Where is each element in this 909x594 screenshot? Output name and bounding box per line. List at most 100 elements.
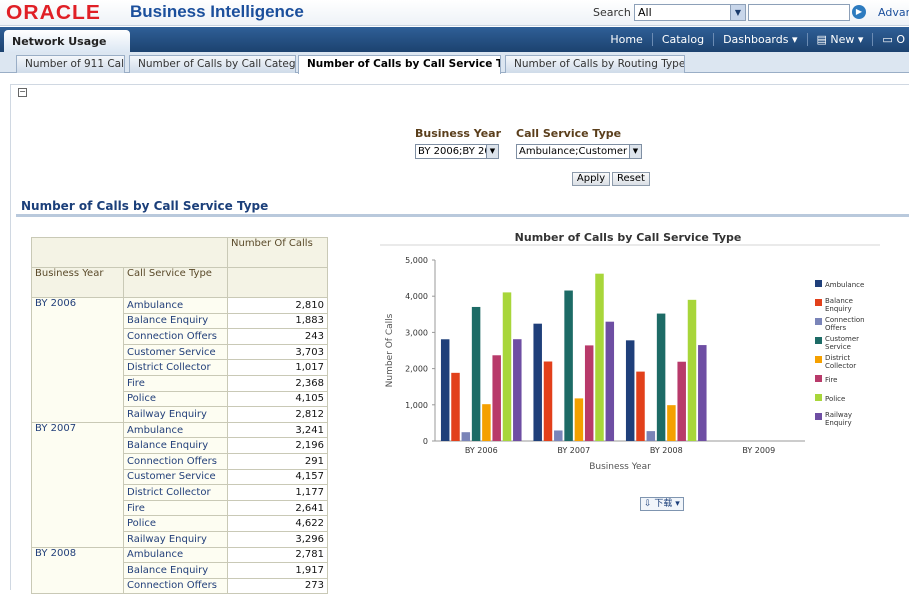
- global-nav-bar: [0, 27, 909, 52]
- download-button[interactable]: ⇩ 下载 ▾: [640, 497, 684, 511]
- legend-label: Enquiry: [825, 419, 852, 427]
- cell-call-count: 1,177: [227, 484, 328, 501]
- x-tick-label: BY 2006: [465, 446, 498, 455]
- apply-button[interactable]: Apply: [572, 172, 610, 186]
- legend-swatch: [815, 413, 822, 420]
- bar: [554, 430, 563, 441]
- bar: [471, 306, 481, 441]
- table-row: Balance Enquiry 1,917: [32, 562, 328, 579]
- dashboard-content: [10, 84, 909, 590]
- bar: [646, 431, 656, 441]
- legend-swatch: [815, 394, 822, 401]
- y-tick-label: 1,000: [405, 401, 428, 410]
- tab-911-calls[interactable]: Number of 911 Calls: [16, 55, 125, 73]
- legend-swatch: [815, 356, 822, 363]
- tab-calls-by-category[interactable]: Number of Calls by Call Category: [129, 55, 296, 73]
- cell-call-count: 1,917: [227, 562, 328, 579]
- pivot-table: Number Of Calls Business Year Call Service…: [31, 237, 328, 594]
- search-go-icon[interactable]: ▶: [852, 5, 866, 19]
- table-row: Police 4,105: [32, 390, 328, 408]
- reset-button[interactable]: Reset: [612, 172, 650, 186]
- section-title: Number of Calls by Call Service Type: [21, 199, 269, 213]
- cell-service-type: Customer Service: [123, 343, 228, 361]
- tab-calls-by-service-type[interactable]: Number of Calls by Call Service Type: [298, 55, 501, 74]
- table-row: Customer Service 3,703: [32, 343, 328, 361]
- legend-label: Service: [825, 343, 851, 351]
- table-row: Balance Enquiry 2,196: [32, 437, 328, 454]
- bar: [605, 321, 615, 441]
- y-tick-label: 2,000: [405, 365, 428, 374]
- chevron-down-icon: ▼: [486, 145, 498, 158]
- nav-catalog[interactable]: Catalog: [653, 33, 715, 46]
- advanced-link[interactable]: Advanc: [878, 6, 909, 19]
- cell-call-count: 3,296: [227, 530, 328, 548]
- x-tick-label: BY 2009: [742, 446, 775, 455]
- dashboard-tab-network-usage[interactable]: Network Usage: [4, 30, 130, 52]
- legend-label: Customer: [825, 335, 859, 343]
- bar: [461, 432, 471, 441]
- oracle-logo: ORACLE: [6, 2, 101, 24]
- cell-service-type: District Collector: [123, 484, 228, 501]
- legend-label: Connection: [825, 316, 865, 324]
- table-row: District Collector 1,017: [32, 359, 328, 376]
- prompt-service-type-select[interactable]: Ambulance;Customer S ▼: [516, 144, 642, 159]
- cell-service-type: Ambulance: [123, 297, 228, 314]
- legend-label: District: [825, 354, 850, 362]
- cell-service-type: Customer Service: [123, 468, 228, 486]
- legend-label: Enquiry: [825, 305, 852, 313]
- cell-call-count: 1,017: [227, 359, 328, 376]
- legend-swatch: [815, 318, 822, 325]
- search-input[interactable]: [748, 4, 850, 21]
- cell-call-count: 2,812: [227, 406, 328, 423]
- prompt-business-year-select[interactable]: BY 2006;BY 20 ▼: [415, 144, 499, 159]
- bar: [543, 361, 553, 441]
- cell-call-count: 2,781: [227, 546, 328, 564]
- nav-open[interactable]: ▭ O: [882, 33, 905, 46]
- search-label: Search: [593, 6, 631, 19]
- measure-header: Number Of Calls: [227, 237, 328, 268]
- search-scope-select[interactable]: All ▼: [634, 4, 746, 21]
- chart-title: Number of Calls by Call Service Type: [515, 231, 742, 244]
- legend-label: Fire: [825, 376, 838, 384]
- x-tick-label: BY 2007: [557, 446, 590, 455]
- cell-service-type: Balance Enquiry: [123, 437, 228, 454]
- cell-call-count: 2,641: [227, 499, 328, 517]
- tab-calls-by-routing-type[interactable]: Number of Calls by Routing Type: [505, 55, 685, 73]
- cell-service-type: Fire: [123, 374, 228, 392]
- prompt-business-year-label: Business Year: [415, 127, 502, 140]
- bar: [482, 404, 491, 441]
- nav-home[interactable]: Home: [601, 33, 653, 46]
- product-title: Business Intelligence: [130, 2, 304, 21]
- bar: [636, 371, 645, 441]
- cell-call-count: 273: [227, 577, 328, 594]
- table-row: Fire 2,368: [32, 374, 328, 392]
- table-row: BY 2007 Ambulance 3,241: [31, 421, 328, 548]
- bar: [584, 345, 594, 441]
- bar: [656, 313, 666, 441]
- legend-swatch: [815, 299, 822, 306]
- legend-swatch: [815, 375, 822, 382]
- row-header-year: BY 2008: [31, 546, 124, 594]
- bar: [595, 273, 604, 441]
- cell-service-type: Fire: [123, 499, 228, 517]
- nav-new[interactable]: ▤ New ▾: [808, 33, 874, 46]
- cell-service-type: Connection Offers: [123, 328, 228, 345]
- collapse-section-icon[interactable]: −: [18, 87, 27, 97]
- x-tick-label: BY 2008: [650, 446, 683, 455]
- legend-label: Balance: [825, 297, 853, 305]
- nav-dashboards[interactable]: Dashboards ▾: [714, 33, 808, 46]
- bar: [677, 361, 686, 441]
- bar: [492, 355, 501, 441]
- cell-call-count: 3,241: [227, 421, 328, 439]
- cell-service-type: Railway Enquiry: [123, 406, 228, 423]
- y-tick-label: 0: [423, 437, 428, 446]
- table-row: District Collector 1,177: [32, 484, 328, 501]
- bar: [533, 323, 542, 441]
- bar: [451, 372, 460, 441]
- cell-service-type: Railway Enquiry: [123, 530, 228, 548]
- y-axis-label: Number Of Calls: [385, 313, 395, 387]
- column-header-call-service-type: Call Service Type: [123, 267, 228, 298]
- legend-label: Police: [825, 395, 845, 403]
- cell-call-count: 1,883: [227, 312, 328, 330]
- cell-call-count: 243: [227, 328, 328, 345]
